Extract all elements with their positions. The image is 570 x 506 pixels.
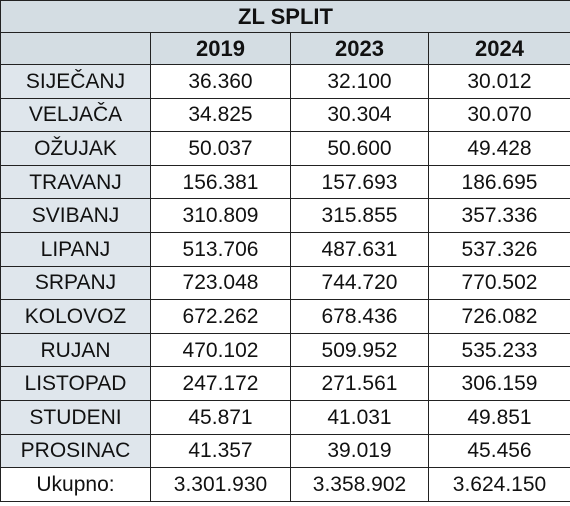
value-cell: 726.082 — [428, 299, 570, 334]
value-cell: 32.100 — [290, 64, 429, 99]
value-cell: 271.561 — [290, 366, 429, 401]
value-cell: 41.357 — [150, 433, 291, 469]
value-cell: 513.706 — [150, 231, 291, 267]
month-label: STUDENI — [0, 399, 151, 435]
header-cell-2019: 2019 — [150, 32, 291, 65]
header-row: 2019 2023 2024 — [0, 32, 570, 65]
total-value-cell: 3.624.150 — [428, 467, 570, 502]
value-cell: 45.871 — [150, 399, 291, 435]
month-label: SIJEČANJ — [0, 64, 151, 99]
table-row: SIJEČANJ 36.360 32.100 30.012 — [0, 64, 570, 99]
value-cell: 672.262 — [150, 299, 291, 334]
table-row: SVIBANJ 310.809 315.855 357.336 — [0, 198, 570, 233]
value-cell: 49.428 — [428, 131, 570, 166]
value-cell: 50.600 — [290, 131, 429, 166]
value-cell: 535.233 — [428, 332, 570, 368]
table-row: PROSINAC 41.357 39.019 45.456 — [0, 433, 570, 469]
header-cell-2024: 2024 — [428, 32, 570, 65]
value-cell: 186.695 — [428, 164, 570, 200]
value-cell: 36.360 — [150, 64, 291, 99]
header-cell-2023: 2023 — [290, 32, 429, 65]
table-row: TRAVANJ 156.381 157.693 186.695 — [0, 164, 570, 200]
month-label: KOLOVOZ — [0, 299, 151, 334]
table-title: ZL SPLIT — [0, 0, 570, 33]
value-cell: 34.825 — [150, 97, 291, 133]
table-row: SRPANJ 723.048 744.720 770.502 — [0, 265, 570, 301]
value-cell: 357.336 — [428, 198, 570, 233]
value-cell: 723.048 — [150, 265, 291, 301]
value-cell: 30.070 — [428, 97, 570, 133]
value-cell: 41.031 — [290, 399, 429, 435]
total-row: Ukupno: 3.301.930 3.358.902 3.624.150 — [0, 467, 570, 502]
value-cell: 770.502 — [428, 265, 570, 301]
month-label: VELJAČA — [0, 97, 151, 133]
table-row: LIPANJ 513.706 487.631 537.326 — [0, 231, 570, 267]
value-cell: 470.102 — [150, 332, 291, 368]
value-cell: 157.693 — [290, 164, 429, 200]
table-row: RUJAN 470.102 509.952 535.233 — [0, 332, 570, 368]
total-value-cell: 3.358.902 — [290, 467, 429, 502]
month-label: RUJAN — [0, 332, 151, 368]
value-cell: 678.436 — [290, 299, 429, 334]
value-cell: 50.037 — [150, 131, 291, 166]
month-label: LIPANJ — [0, 231, 151, 267]
month-label: LISTOPAD — [0, 366, 151, 401]
month-label: TRAVANJ — [0, 164, 151, 200]
value-cell: 49.851 — [428, 399, 570, 435]
month-label: SRPANJ — [0, 265, 151, 301]
value-cell: 315.855 — [290, 198, 429, 233]
value-cell: 30.012 — [428, 64, 570, 99]
value-cell: 156.381 — [150, 164, 291, 200]
value-cell: 487.631 — [290, 231, 429, 267]
value-cell: 30.304 — [290, 97, 429, 133]
table-row: KOLOVOZ 672.262 678.436 726.082 — [0, 299, 570, 334]
table-row: VELJAČA 34.825 30.304 30.070 — [0, 97, 570, 133]
value-cell: 45.456 — [428, 433, 570, 469]
month-label: SVIBANJ — [0, 198, 151, 233]
month-label: PROSINAC — [0, 433, 151, 469]
value-cell: 537.326 — [428, 231, 570, 267]
value-cell: 509.952 — [290, 332, 429, 368]
value-cell: 744.720 — [290, 265, 429, 301]
table-row: STUDENI 45.871 41.031 49.851 — [0, 399, 570, 435]
total-label: Ukupno: — [0, 467, 151, 502]
value-cell: 39.019 — [290, 433, 429, 469]
value-cell: 310.809 — [150, 198, 291, 233]
value-cell: 306.159 — [428, 366, 570, 401]
table-row: OŽUJAK 50.037 50.600 49.428 — [0, 131, 570, 166]
title-row: ZL SPLIT — [0, 0, 570, 33]
value-cell: 247.172 — [150, 366, 291, 401]
total-value-cell: 3.301.930 — [150, 467, 291, 502]
table-row: LISTOPAD 247.172 271.561 306.159 — [0, 366, 570, 401]
month-label: OŽUJAK — [0, 131, 151, 166]
header-cell-empty — [0, 32, 151, 65]
